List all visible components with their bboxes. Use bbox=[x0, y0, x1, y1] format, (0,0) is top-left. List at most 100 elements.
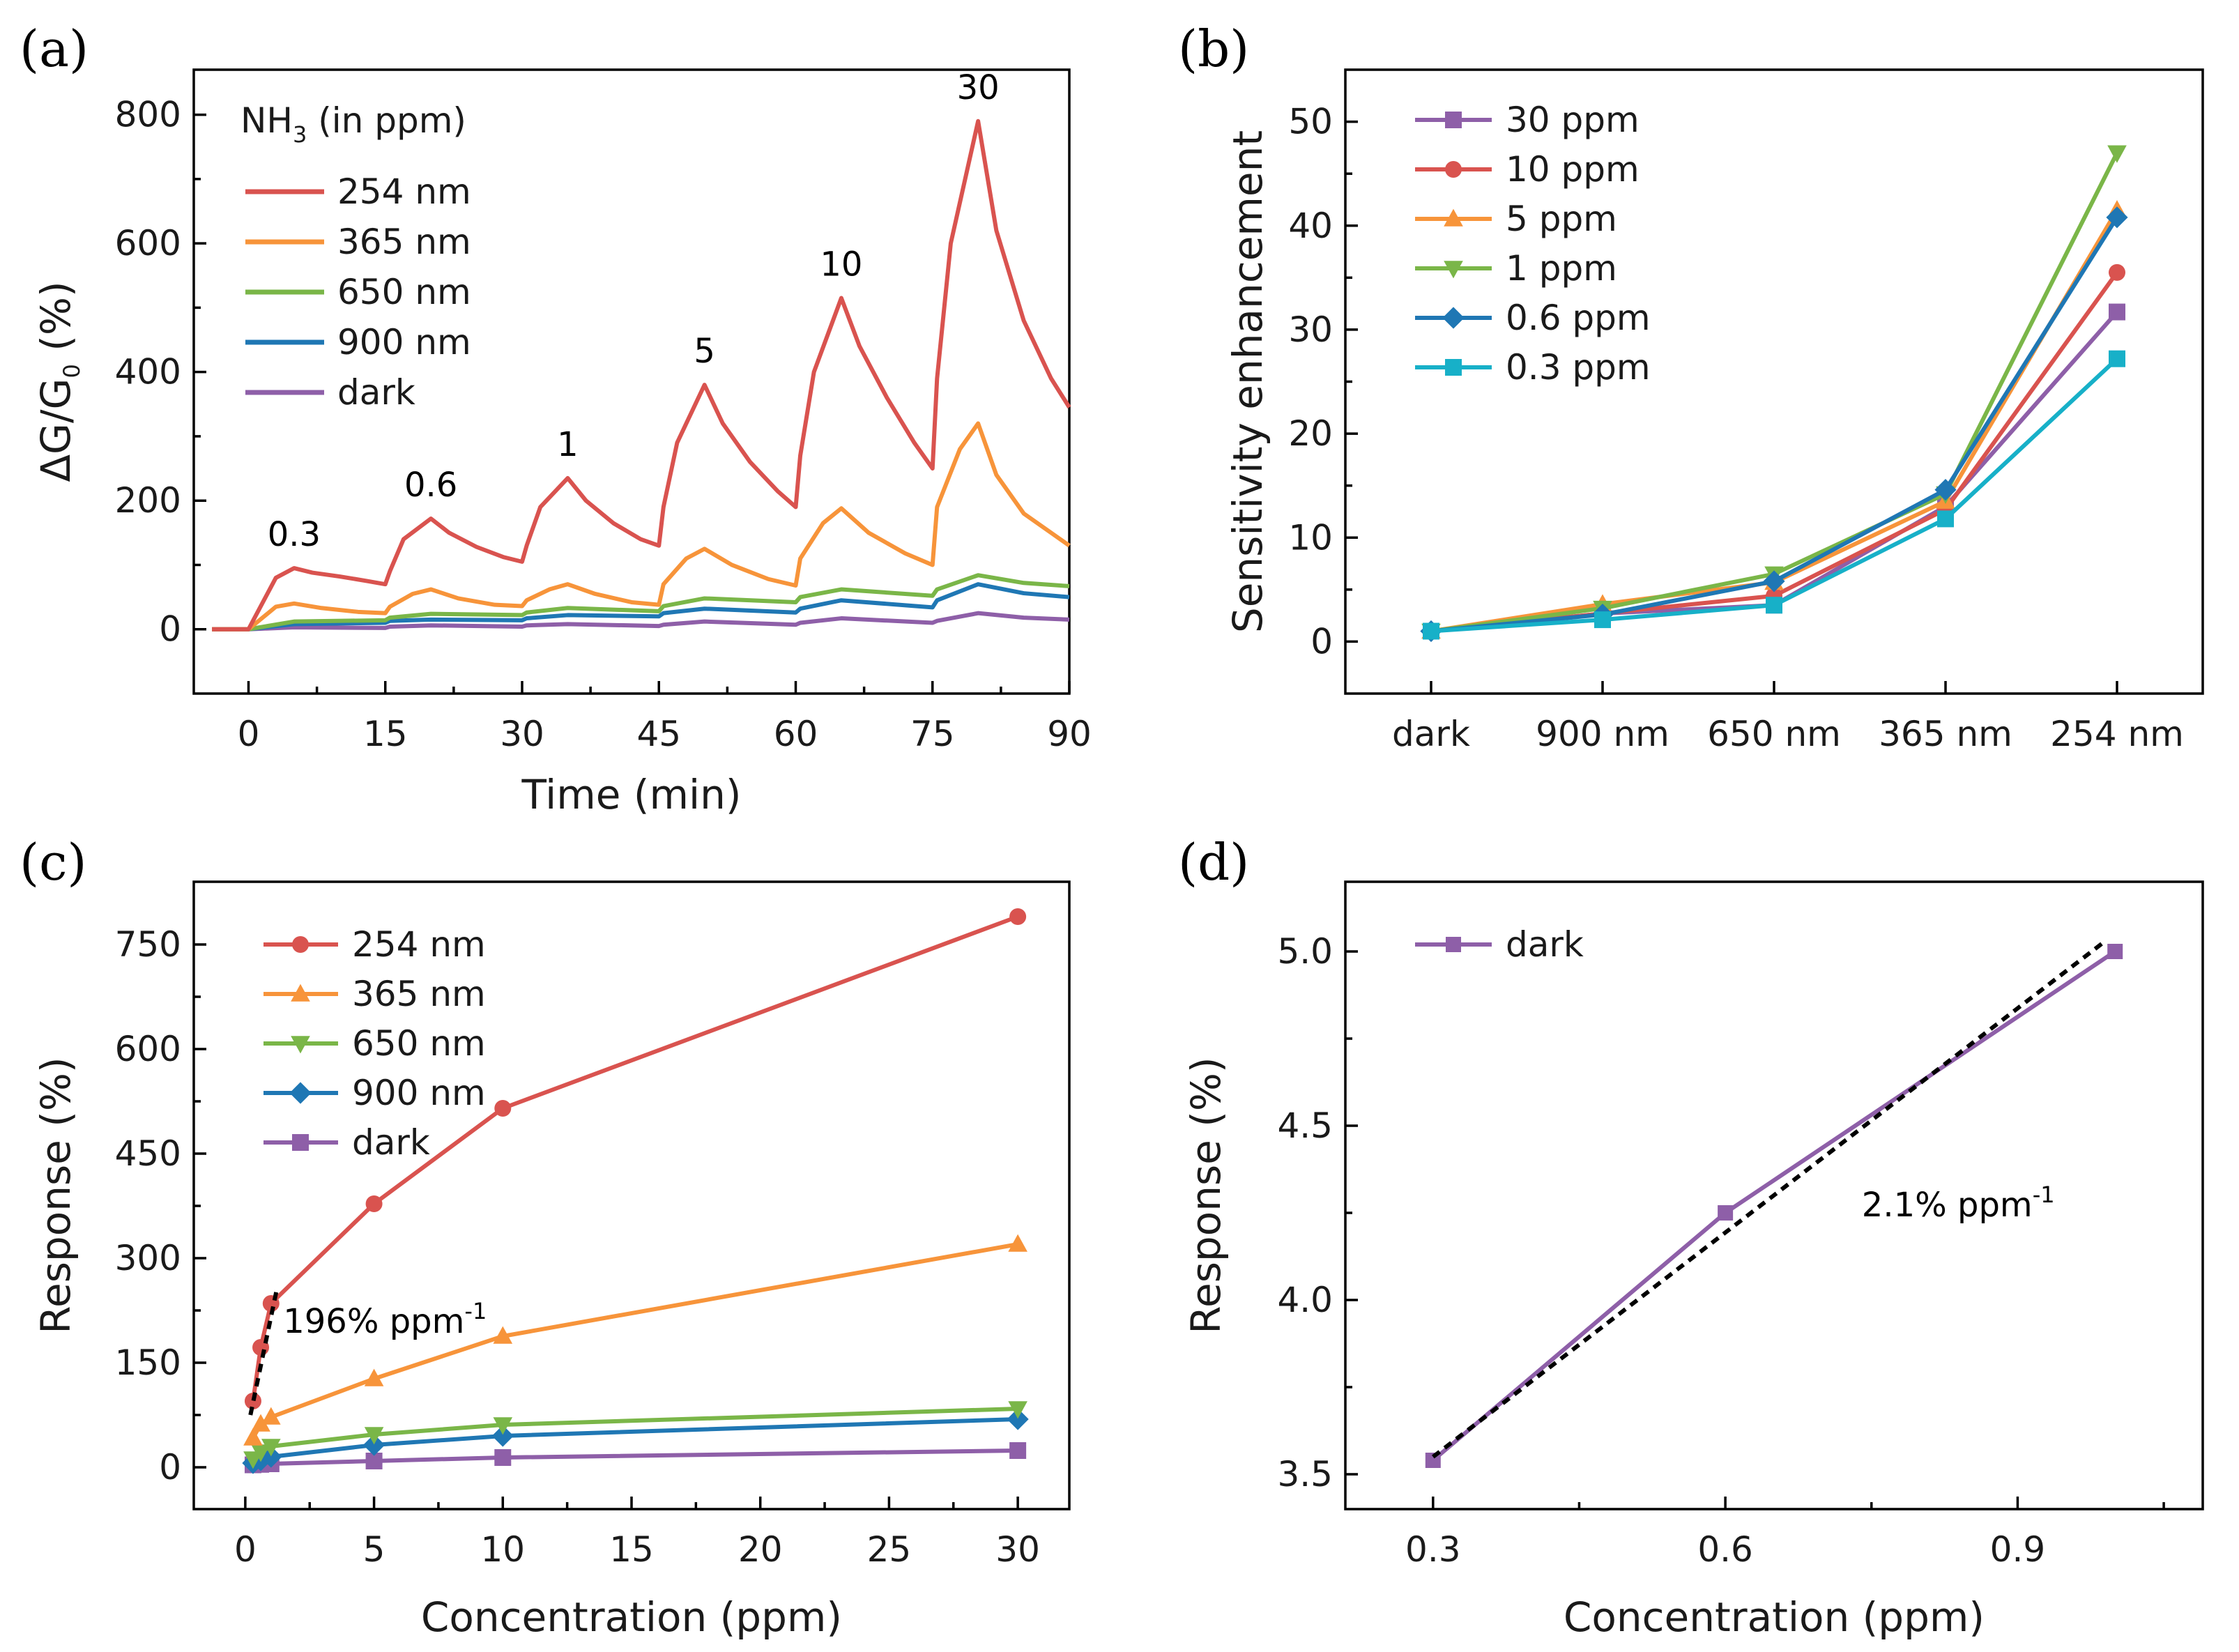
panel-a-series-650-nm bbox=[212, 573, 1070, 632]
panel-d: (d) 0.3 0.6 0.9 3.5 4.0 4.5 5.0 Concentration (p… bbox=[1178, 833, 2204, 1641]
panel-b-series-0.3-ppm-point bbox=[1594, 611, 1611, 629]
panel-a-letter: (a) bbox=[20, 20, 89, 78]
panel-a-xtick-label: 0 bbox=[238, 714, 260, 754]
panel-c-xtick-label: 15 bbox=[609, 1529, 654, 1570]
panel-c-xtick-label: 10 bbox=[480, 1529, 525, 1570]
panel-d-plot-frame bbox=[1344, 880, 2204, 1510]
panel-c-series-254-nm bbox=[250, 915, 1019, 1402]
panel-d-xlabel: Concentration (ppm) bbox=[1564, 1593, 1985, 1641]
panel-c-slope-annotation: 196% ppm-1 bbox=[283, 1298, 487, 1341]
panel-a-series-900-nm bbox=[212, 582, 1070, 632]
panel-c-series-254-nm-point bbox=[1009, 908, 1027, 925]
panel-d-series-dark-point bbox=[1718, 1205, 1734, 1221]
panel-c-xtick-label: 5 bbox=[363, 1529, 385, 1570]
panel-a-series-254-nm bbox=[212, 118, 1071, 632]
panel-c-series-900-nm-point bbox=[1007, 1408, 1029, 1430]
panel-c-xtick-label: 30 bbox=[995, 1529, 1040, 1570]
panel-c-series-365-nm-point bbox=[251, 1414, 270, 1432]
panel-a-xtick-label: 60 bbox=[774, 714, 818, 754]
panel-c-legend-label: 254 nm bbox=[352, 924, 486, 965]
panel-a-xtick-label: 15 bbox=[363, 714, 408, 754]
panel-c-ytick-label: 300 bbox=[115, 1238, 181, 1278]
panel-a-ylabel-main: ΔG/G bbox=[32, 378, 79, 482]
panel-b-ytick-label: 20 bbox=[1288, 413, 1333, 454]
panel-b-legend-label: 30 ppm bbox=[1506, 100, 1640, 140]
panel-c-series-650-nm-point bbox=[364, 1427, 384, 1445]
panel-a-ytick-label: 400 bbox=[115, 352, 181, 392]
panel-a-ytick-label: 0 bbox=[159, 609, 181, 650]
panel-d-legend-label: dark bbox=[1506, 924, 1584, 965]
panel-c: (c)0 5 10 15 20 25 300150300450600750Concentra… bbox=[20, 833, 1071, 1641]
panel-b-ytick-label: 40 bbox=[1288, 206, 1333, 246]
panel-c-slope-annotation-sup: -1 bbox=[464, 1298, 487, 1324]
panel-d-legend-marker bbox=[1446, 937, 1461, 952]
panel-b-legend-label: 0.3 ppm bbox=[1506, 347, 1651, 388]
panel-c-legend-label: 650 nm bbox=[352, 1023, 486, 1064]
panel-b-legend-marker bbox=[1444, 261, 1463, 279]
panel-a-legend-label: 900 nm bbox=[337, 322, 471, 362]
panel-c-legend-marker bbox=[289, 1082, 312, 1104]
panel-a-conc-label: 0.6 bbox=[404, 466, 457, 505]
panel-b-series-0.3-ppm-point bbox=[2109, 350, 2125, 367]
panel-c-series-365-nm bbox=[251, 1242, 1018, 1439]
panel-b-series-0.6-ppm-point bbox=[2106, 206, 2128, 229]
panel-a-xlabel: Time (min) bbox=[521, 771, 741, 818]
panel-a-legend-label: dark bbox=[337, 372, 415, 413]
panel-b-legend-marker bbox=[1445, 112, 1462, 128]
panel-c-ytick-label: 0 bbox=[159, 1447, 181, 1487]
panel-a-xtick-label: 30 bbox=[500, 714, 544, 754]
panel-a-legend-title: NH3 (in ppm) bbox=[240, 100, 466, 148]
panel-c-ytick-label: 150 bbox=[115, 1343, 181, 1383]
panel-a-xtick-label: 90 bbox=[1047, 714, 1092, 754]
panel-a-conc-label: 10 bbox=[820, 245, 862, 284]
panel-a-series-dark bbox=[212, 611, 1070, 632]
panel-b-legend-marker bbox=[1444, 208, 1463, 227]
panel-c-series-365-nm-point bbox=[1008, 1234, 1027, 1252]
panel-b-xtick-label: 254 nm bbox=[2050, 714, 2184, 754]
panel-c-series-365-nm-point bbox=[243, 1428, 263, 1446]
panel-c-ylabel: Response (%) bbox=[32, 1057, 79, 1333]
panel-a-conc-label: 30 bbox=[957, 68, 1000, 107]
panel-a-legend-label: 650 nm bbox=[337, 272, 471, 312]
panel-b: (b) dark 900 nm 650 nm 365 nm 254 nm 0 10 20 30 40… bbox=[1178, 20, 2204, 754]
panel-c-fit-line bbox=[248, 1285, 280, 1416]
panel-d-letter: (d) bbox=[1178, 833, 1249, 892]
panel-a-ytick-label: 200 bbox=[115, 480, 181, 521]
panel-b-legend-marker bbox=[1442, 307, 1465, 329]
panel-c-ytick-label: 600 bbox=[115, 1029, 181, 1069]
panel-c-legend-label: 900 nm bbox=[352, 1073, 486, 1113]
panel-c-legend-marker bbox=[291, 1036, 310, 1054]
panel-b-xtick-label: 365 nm bbox=[1879, 714, 2012, 754]
panel-b-xtick-label: 900 nm bbox=[1536, 714, 1669, 754]
panel-b-series-0.6-ppm-point bbox=[1934, 479, 1957, 501]
panel-c-letter: (c) bbox=[20, 833, 87, 892]
panel-d-xtick-label: 0.3 bbox=[1405, 1529, 1461, 1570]
panel-b-series-0.3-ppm-point bbox=[1766, 597, 1782, 614]
panel-d-slope-annotation-sup: -1 bbox=[2033, 1181, 2055, 1208]
panel-c-ytick-label: 450 bbox=[115, 1133, 181, 1174]
panel-d-series-dark-point bbox=[2107, 944, 2123, 959]
panel-b-ytick-label: 10 bbox=[1288, 517, 1333, 558]
panel-b-series-10-ppm-point bbox=[2109, 263, 2125, 281]
panel-b-series-0.3-ppm-point bbox=[1423, 622, 1439, 640]
panel-a-series-365-nm bbox=[212, 421, 1071, 632]
panel-c-xlabel: Concentration (ppm) bbox=[421, 1593, 842, 1641]
panel-b-letter: (b) bbox=[1178, 20, 1249, 78]
panel-a-legend-title-sub: 3 bbox=[293, 121, 307, 148]
panel-d-fit-line bbox=[1431, 939, 2107, 1459]
panel-c-series-dark-point bbox=[1009, 1442, 1027, 1459]
panel-c-slope-annotation-main: 196% ppm bbox=[283, 1302, 464, 1341]
panel-c-legend-marker bbox=[291, 984, 310, 1002]
panel-a-xtick-label: 45 bbox=[636, 714, 681, 754]
panel-b-xtick-label: dark bbox=[1392, 714, 1470, 754]
panel-d-ytick-label: 3.5 bbox=[1277, 1454, 1333, 1494]
panel-d-xtick-label: 0.6 bbox=[1697, 1529, 1753, 1570]
panel-b-ytick-label: 0 bbox=[1310, 621, 1333, 661]
panel-c-series-650-nm-point bbox=[261, 1439, 281, 1457]
panel-c-series-650-nm-point bbox=[493, 1417, 513, 1435]
panel-b-legend-label: 5 ppm bbox=[1506, 199, 1617, 239]
panel-b-legend-marker bbox=[1445, 359, 1462, 376]
panel-c-series-365-nm-point bbox=[261, 1407, 281, 1425]
